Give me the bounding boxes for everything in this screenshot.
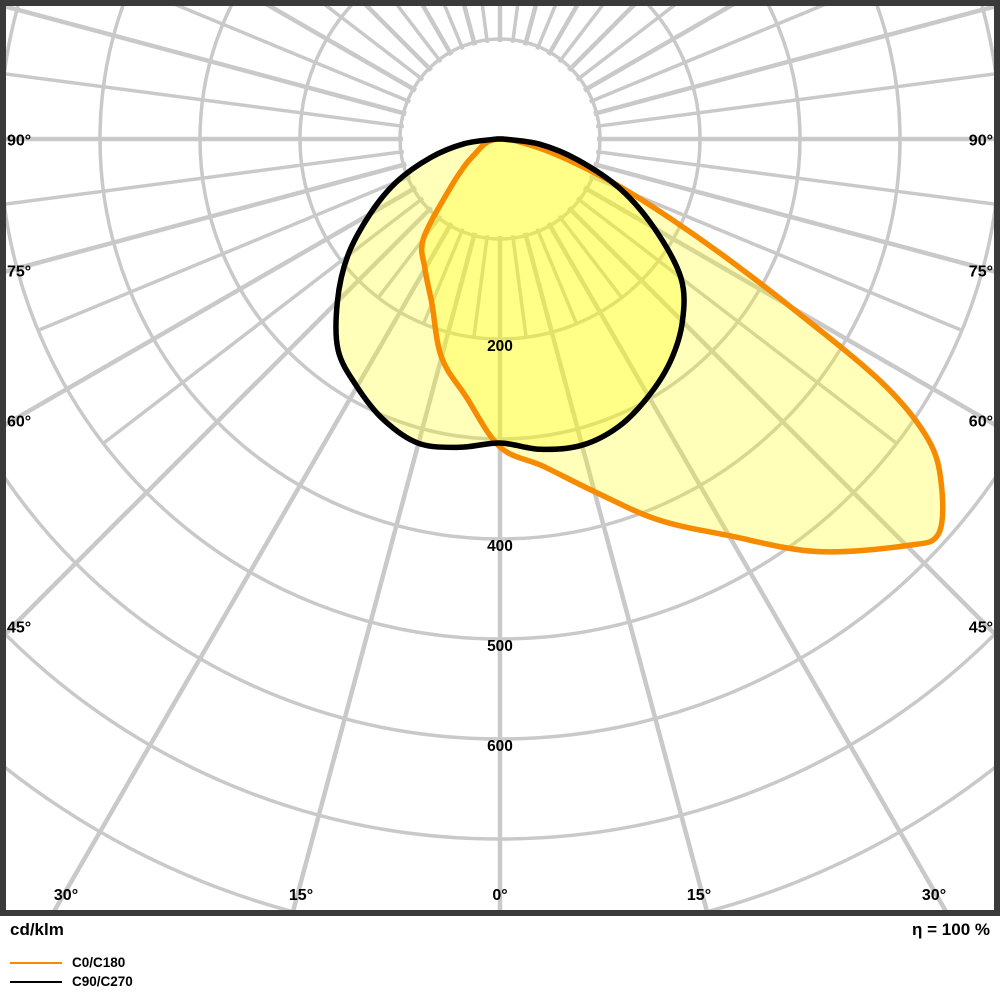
angle-label-right: 90° [969, 133, 993, 150]
legend-swatch-c0-c180-line [10, 962, 62, 964]
angle-label-right: 45° [969, 620, 993, 637]
radial-value-label: 200 [487, 338, 513, 355]
angle-label-bottom: 30° [922, 887, 946, 904]
angle-label-bottom: 15° [687, 887, 711, 904]
radial-value-label: 400 [487, 538, 513, 555]
polar-grid [6, 6, 994, 910]
polar-diagram-canvas: 200 400 500 600 90° 90° 75° 75° 60° 60° 45° 45° 30° 1… [0, 0, 1000, 916]
diagram-footer: cd/klm η = 100 % [0, 920, 1000, 942]
legend-label-c0-c180: C0/C180 [72, 955, 126, 970]
legend-item-c90-c270: C90/C270 [10, 974, 133, 990]
angle-label-bottom: 30° [54, 887, 78, 904]
radial-value-label: 600 [487, 738, 513, 755]
efficiency-label: η = 100 % [912, 920, 990, 939]
grid-labels: 200 400 500 600 90° 90° 75° 75° 60° 60° 45° 45° 30° 1… [7, 133, 993, 905]
legend-swatch-c90-c270-line [10, 981, 62, 983]
legend-item-c0-c180: C0/C180 [10, 955, 133, 971]
angle-label-left: 75° [7, 264, 31, 281]
angle-label-right: 60° [969, 414, 993, 431]
unit-label: cd/klm [10, 920, 64, 939]
angle-label-left: 60° [7, 414, 31, 431]
diagram-frame [0, 0, 1000, 916]
angle-label-right: 75° [969, 264, 993, 281]
angle-label-left: 90° [7, 133, 31, 150]
curve-c0-c180 [418, 136, 946, 555]
angle-label-left: 45° [7, 620, 31, 637]
angle-label-bottom: 0° [492, 887, 507, 904]
legend: C0/C180 C90/C270 [10, 955, 133, 993]
legend-label-c90-c270: C90/C270 [72, 974, 133, 989]
curve-c90-c270 [333, 136, 687, 453]
radial-value-label: 500 [487, 638, 513, 655]
angle-label-bottom: 15° [289, 887, 313, 904]
